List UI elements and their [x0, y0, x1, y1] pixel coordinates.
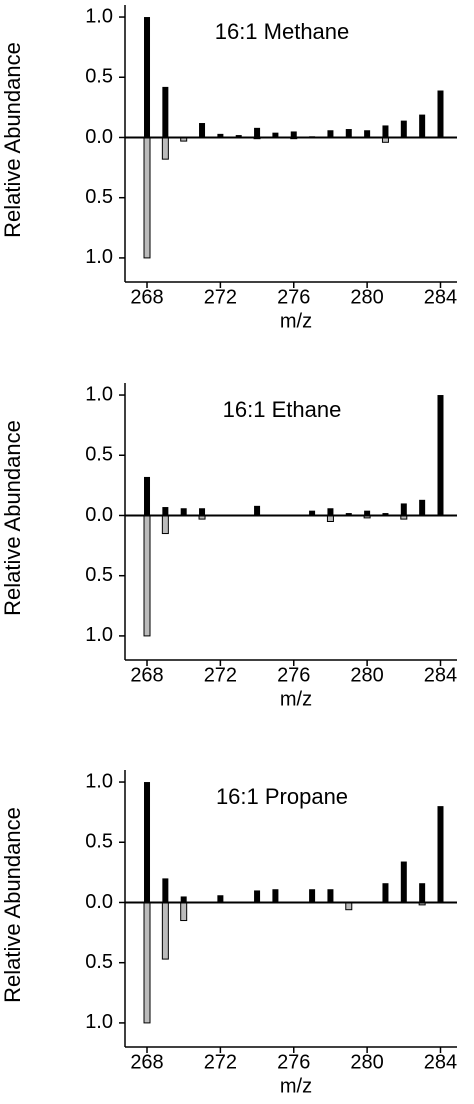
y-tick-label: 1.0	[85, 1011, 113, 1033]
bar	[143, 514, 151, 637]
bar	[161, 514, 169, 535]
y-tick-label: 1.0	[85, 246, 113, 268]
y-tick-label: 0.0	[85, 891, 113, 913]
x-axis-label: m/z	[280, 310, 312, 332]
bar	[161, 901, 169, 960]
bar	[199, 123, 206, 138]
bar	[419, 114, 426, 138]
y-tick-label: 1.0	[85, 624, 113, 646]
bar	[217, 133, 224, 138]
bar	[180, 896, 187, 903]
y-tick-label: 1.0	[85, 5, 113, 27]
bar	[364, 130, 371, 138]
panel-title: 16:1 Propane	[216, 784, 348, 809]
bar	[437, 90, 444, 138]
y-tick-label: 0.0	[85, 504, 113, 526]
x-tick-label: 280	[350, 1051, 383, 1073]
bar	[143, 136, 151, 259]
bar	[400, 503, 407, 516]
bar	[437, 395, 444, 516]
bar	[254, 890, 261, 903]
x-tick-label: 280	[350, 664, 383, 686]
y-tick-label: 0.0	[85, 126, 113, 148]
x-axis-label: m/z	[280, 688, 312, 710]
bar	[235, 135, 242, 138]
y-tick-label: 0.5	[85, 66, 113, 88]
bar	[217, 895, 224, 903]
bar	[180, 508, 187, 516]
bar	[327, 508, 334, 516]
y-axis-label: Relative Abundance	[0, 42, 25, 238]
bar	[272, 132, 279, 138]
y-tick-label: 0.5	[85, 186, 113, 208]
bar	[199, 508, 206, 516]
bar	[143, 901, 151, 1024]
panel-title: 16:1 Ethane	[223, 397, 342, 422]
x-tick-label: 272	[204, 1051, 237, 1073]
bar	[144, 17, 151, 138]
bar	[180, 901, 188, 922]
bar	[144, 476, 151, 516]
x-tick-label: 276	[277, 1051, 310, 1073]
bar	[345, 901, 353, 911]
x-tick-label: 280	[350, 286, 383, 308]
y-tick-label: 0.5	[85, 831, 113, 853]
panel: 1.0 0.5 0.0 0.5 1.0 268 272 276 280 284 m/z Relativ…	[0, 5, 457, 332]
bar	[364, 510, 371, 516]
x-tick-label: 268	[130, 1051, 163, 1073]
bar	[437, 806, 444, 903]
y-tick-label: 0.5	[85, 951, 113, 973]
bar	[161, 136, 169, 160]
bar	[382, 883, 389, 903]
panel-title: 16:1 Methane	[215, 19, 350, 44]
x-tick-label: 276	[277, 286, 310, 308]
bar	[327, 130, 334, 138]
x-tick-label: 268	[130, 664, 163, 686]
bar	[419, 499, 426, 516]
bar	[382, 513, 389, 516]
x-tick-label: 284	[424, 1051, 457, 1073]
x-tick-label: 276	[277, 664, 310, 686]
bar	[162, 878, 169, 903]
bar	[254, 505, 261, 516]
bar	[309, 889, 316, 903]
x-tick-label: 272	[204, 286, 237, 308]
y-tick-label: 1.0	[85, 770, 113, 792]
x-tick-label: 268	[130, 286, 163, 308]
bar	[254, 127, 261, 138]
bar	[400, 861, 407, 903]
y-tick-label: 1.0	[85, 383, 113, 405]
bar	[290, 131, 297, 138]
y-tick-label: 0.5	[85, 444, 113, 466]
panel: 1.0 0.5 0.0 0.5 1.0 268 272 276 280 284 m/z Relativ…	[0, 770, 457, 1097]
bar	[162, 507, 169, 516]
bar	[327, 889, 334, 903]
bar	[144, 782, 151, 903]
y-axis-label: Relative Abundance	[0, 807, 25, 1003]
y-tick-label: 0.5	[85, 564, 113, 586]
panel: 1.0 0.5 0.0 0.5 1.0 268 272 276 280 284 m/z Relativ…	[0, 383, 457, 710]
bar	[272, 889, 279, 903]
x-tick-label: 284	[424, 664, 457, 686]
bar	[345, 129, 352, 138]
bar	[419, 883, 426, 903]
bar	[162, 86, 169, 138]
x-tick-label: 284	[424, 286, 457, 308]
bar	[382, 125, 389, 138]
bar	[309, 510, 316, 516]
bar	[345, 513, 352, 516]
x-tick-label: 272	[204, 664, 237, 686]
bar	[400, 120, 407, 138]
x-axis-label: m/z	[280, 1075, 312, 1097]
y-axis-label: Relative Abundance	[0, 420, 25, 616]
